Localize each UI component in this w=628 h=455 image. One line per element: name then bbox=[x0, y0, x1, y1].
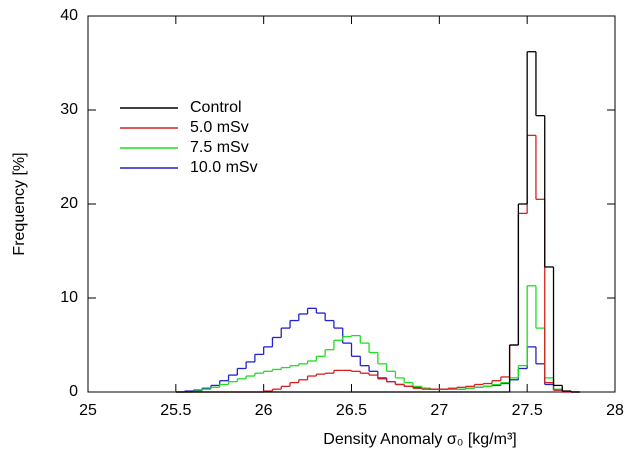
legend-label: 10.0 mSv bbox=[190, 159, 258, 176]
x-tick-label: 28 bbox=[606, 402, 624, 419]
x-tick-label: 27 bbox=[430, 402, 448, 419]
y-tick-label: 10 bbox=[60, 289, 78, 306]
legend-label: Control bbox=[190, 99, 242, 116]
legend-label: 7.5 mSv bbox=[190, 139, 249, 156]
x-tick-label: 25 bbox=[79, 402, 97, 419]
y-tick-label: 0 bbox=[69, 383, 78, 400]
y-tick-label: 40 bbox=[60, 7, 78, 24]
y-tick-label: 20 bbox=[60, 195, 78, 212]
x-axis-label: Density Anomaly σ₀ [kg/m³] bbox=[323, 431, 516, 448]
y-axis-label: Frequency [%] bbox=[11, 152, 28, 255]
y-tick-label: 30 bbox=[60, 101, 78, 118]
x-tick-label: 27.5 bbox=[512, 402, 543, 419]
x-tick-label: 26.5 bbox=[336, 402, 367, 419]
x-tick-label: 25.5 bbox=[160, 402, 191, 419]
legend-label: 5.0 mSv bbox=[190, 119, 249, 136]
x-tick-label: 26 bbox=[255, 402, 273, 419]
